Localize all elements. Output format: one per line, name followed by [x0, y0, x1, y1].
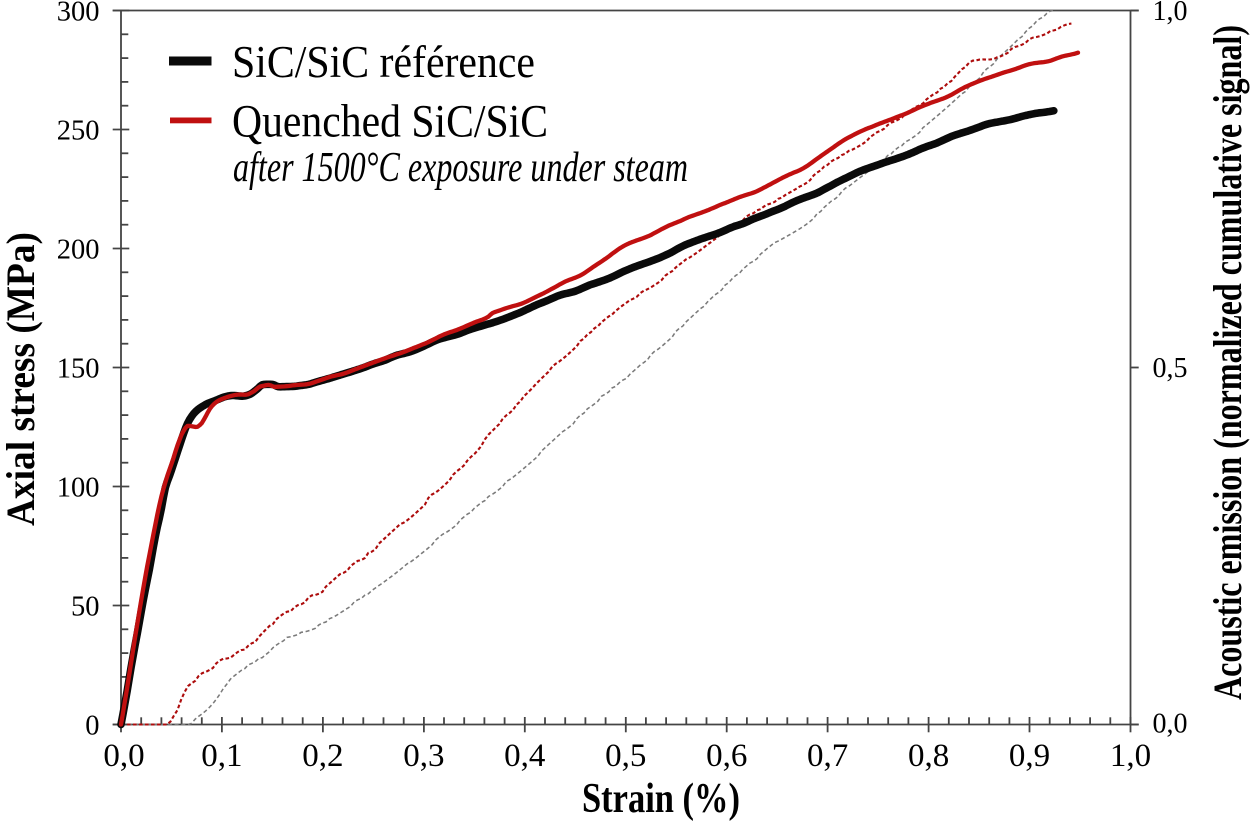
svg-text:Quenched SiC/SiC: Quenched SiC/SiC [232, 96, 548, 148]
svg-text:300: 300 [57, 0, 100, 28]
svg-text:150: 150 [57, 354, 100, 385]
svg-text:Acoustic emission (normalized: Acoustic emission (normalized cumulative… [1205, 25, 1250, 700]
svg-text:0: 0 [85, 711, 99, 742]
svg-text:0,9: 0,9 [1009, 738, 1050, 774]
svg-text:1,0: 1,0 [1153, 0, 1188, 27]
svg-text:1,0: 1,0 [1110, 738, 1151, 774]
svg-text:0,2: 0,2 [302, 738, 343, 774]
svg-text:0,1: 0,1 [201, 738, 242, 774]
svg-text:Axial stress (MPa): Axial stress (MPa) [0, 232, 43, 526]
svg-text:Strain (%): Strain (%) [582, 776, 740, 821]
svg-text:0,3: 0,3 [403, 738, 444, 774]
svg-text:0,4: 0,4 [504, 738, 545, 774]
svg-text:0,7: 0,7 [807, 738, 848, 774]
svg-text:0,0: 0,0 [1153, 708, 1188, 739]
svg-text:250: 250 [57, 116, 100, 147]
svg-text:after 1500°C exposure under st: after 1500°C exposure under steam [233, 145, 688, 191]
svg-text:200: 200 [57, 235, 100, 266]
svg-text:0,0: 0,0 [103, 738, 144, 774]
svg-text:0,5: 0,5 [1153, 353, 1188, 384]
svg-text:0,8: 0,8 [908, 738, 949, 774]
svg-text:100: 100 [57, 473, 100, 504]
svg-text:0,6: 0,6 [706, 738, 747, 774]
svg-text:50: 50 [71, 592, 100, 623]
svg-text:SiC/SiC référence: SiC/SiC référence [232, 37, 535, 87]
svg-text:0,5: 0,5 [605, 738, 646, 774]
